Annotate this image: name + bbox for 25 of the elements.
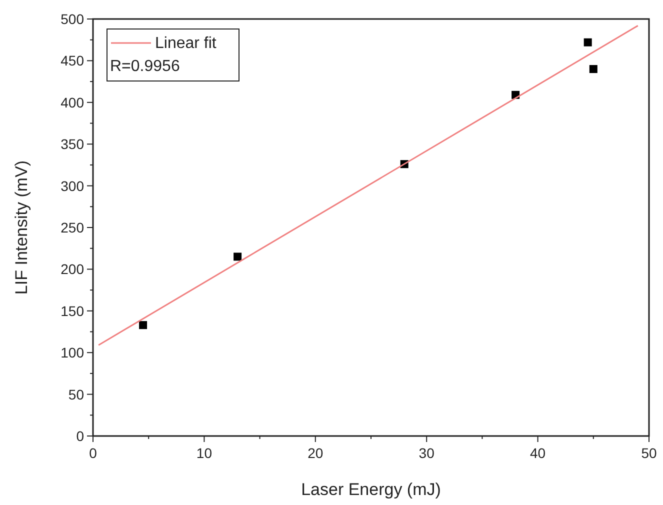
x-tick-label: 0 — [89, 445, 98, 461]
y-tick-label: 50 — [68, 386, 84, 402]
y-tick-label: 0 — [76, 428, 84, 444]
y-tick-label: 200 — [60, 261, 84, 278]
y-tick-label: 350 — [60, 136, 84, 152]
point — [589, 65, 598, 74]
legend-label: Linear fit — [155, 35, 217, 52]
x-tick-label: 40 — [530, 445, 546, 461]
x-tick-label: 30 — [418, 445, 435, 461]
point — [234, 252, 242, 261]
y-tick-label: 250 — [60, 220, 84, 236]
y-tick-label: 400 — [60, 94, 84, 110]
y-tick-label: 300 — [60, 178, 84, 194]
y-tick-label: 100 — [60, 344, 84, 361]
x-axis-title: Laser Energy (mJ) — [301, 480, 441, 499]
y-tick-label: 500 — [60, 11, 84, 27]
point — [139, 321, 148, 330]
x-tick-label: 50 — [641, 445, 657, 461]
y-tick-label: 450 — [60, 52, 84, 69]
y-tick-label: 150 — [60, 302, 84, 319]
x-tick-label: 10 — [196, 445, 212, 461]
point — [584, 38, 592, 46]
y-axis-title: LIF Intensity (mV) — [12, 160, 31, 295]
annotation: R=0.9956 — [110, 58, 180, 75]
x-tick-label: 20 — [308, 445, 324, 461]
